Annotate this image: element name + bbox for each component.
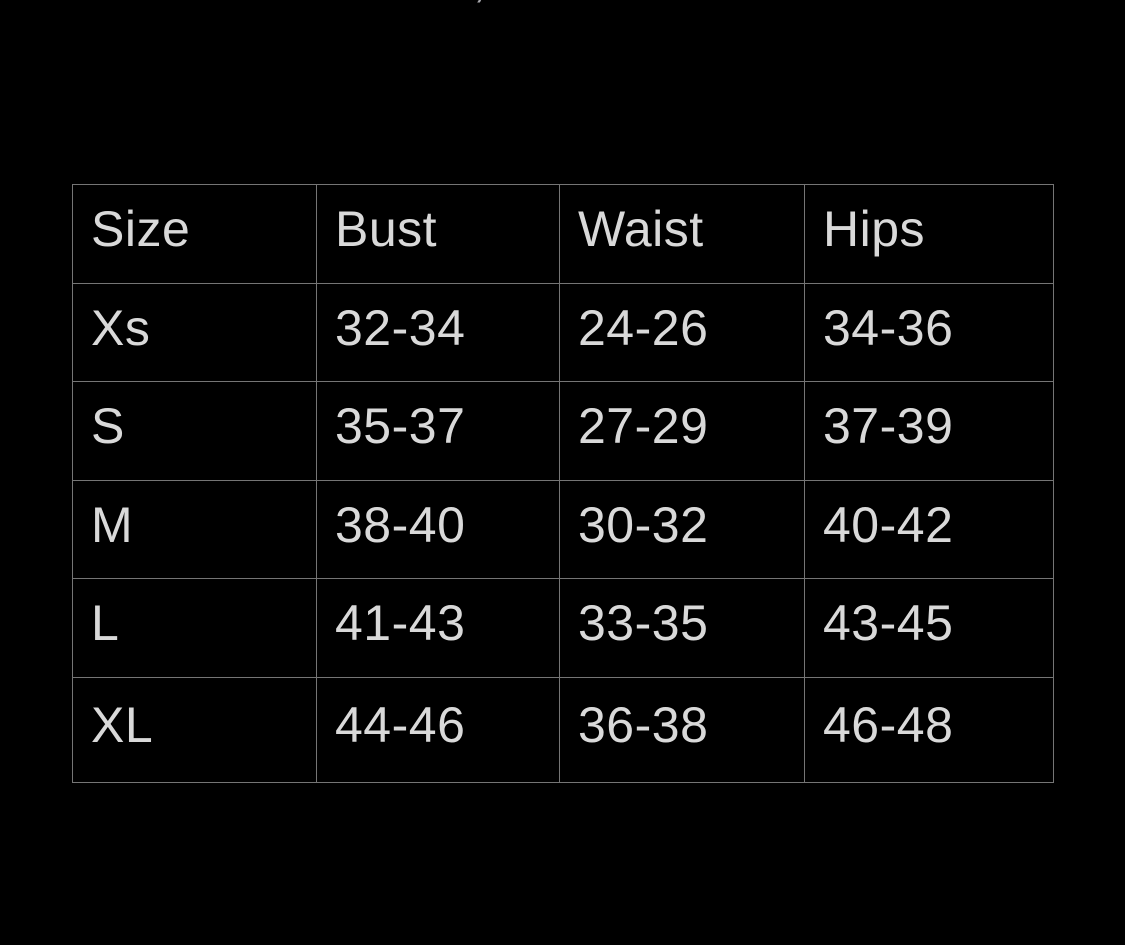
bust-cell: 35-37 <box>316 381 560 481</box>
table-row-s: S 35-37 27-29 37-39 <box>72 381 1054 481</box>
waist-cell: 24-26 <box>559 283 805 382</box>
header-cell-hips: Hips <box>804 184 1054 284</box>
hips-cell: 34-36 <box>804 283 1054 382</box>
waist-cell: 27-29 <box>559 381 805 481</box>
table-row-xs: Xs 32-34 24-26 34-36 <box>72 283 1054 382</box>
header-row: Size Bust Waist Hips <box>72 184 1054 284</box>
size-cell: S <box>72 381 317 481</box>
header-cell-waist: Waist <box>559 184 805 284</box>
size-cell: XL <box>72 677 317 783</box>
table-row-l: L 41-43 33-35 43-45 <box>72 578 1054 678</box>
bust-cell: 32-34 <box>316 283 560 382</box>
apostrophe-glyph: ’ <box>472 0 485 18</box>
size-chart-table: Size Bust Waist Hips Xs 32-34 24-26 34-3… <box>72 184 1054 783</box>
cutoff-text-artifact: ’ <box>468 0 494 18</box>
table-row-m: M 38-40 30-32 40-42 <box>72 480 1054 579</box>
hips-cell: 40-42 <box>804 480 1054 579</box>
size-cell: M <box>72 480 317 579</box>
bust-cell: 41-43 <box>316 578 560 678</box>
size-cell: L <box>72 578 317 678</box>
waist-cell: 30-32 <box>559 480 805 579</box>
table-row-xl: XL 44-46 36-38 46-48 <box>72 677 1054 783</box>
header-cell-size: Size <box>72 184 317 284</box>
bust-cell: 44-46 <box>316 677 560 783</box>
hips-cell: 37-39 <box>804 381 1054 481</box>
size-cell: Xs <box>72 283 317 382</box>
waist-cell: 36-38 <box>559 677 805 783</box>
header-cell-bust: Bust <box>316 184 560 284</box>
hips-cell: 43-45 <box>804 578 1054 678</box>
hips-cell: 46-48 <box>804 677 1054 783</box>
bust-cell: 38-40 <box>316 480 560 579</box>
waist-cell: 33-35 <box>559 578 805 678</box>
